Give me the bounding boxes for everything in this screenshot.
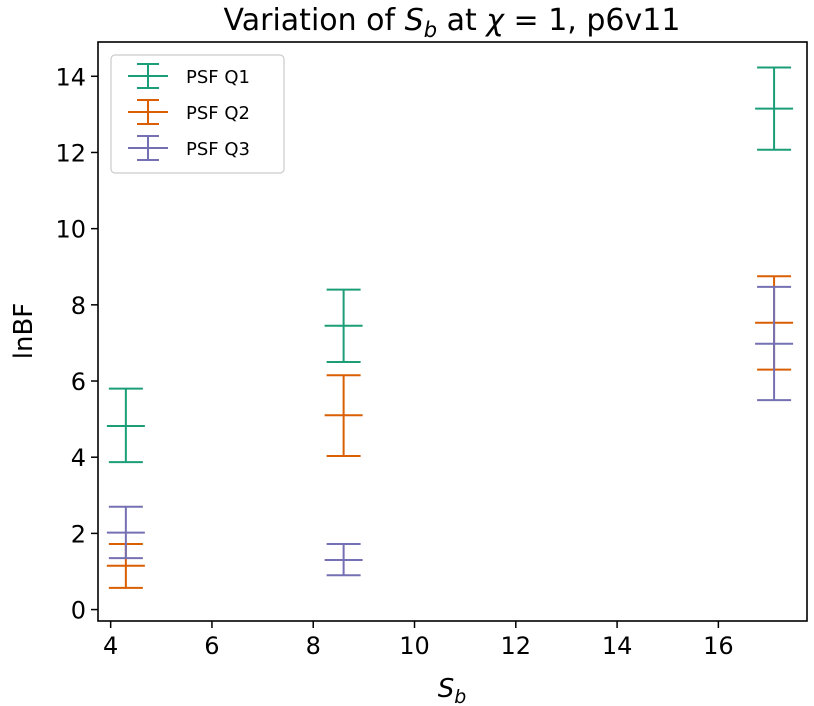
legend: PSF Q1 PSF Q2 PSF Q3 <box>110 54 285 174</box>
x-axis-label-sub: b <box>454 686 466 706</box>
x-axis-label: Sb <box>438 674 467 706</box>
y-tick-label: 0 <box>71 597 86 625</box>
legend-label: PSF Q3 <box>186 139 250 160</box>
errorbar-psf-q1 <box>324 288 363 363</box>
title-suffix: = 1, p6v11 <box>504 3 680 38</box>
y-tick-label: 10 <box>55 216 86 244</box>
errorbar-psf-q1 <box>755 66 794 151</box>
x-tick-label: 12 <box>501 632 532 660</box>
plot-area <box>97 41 808 622</box>
x-axis-label-main: S <box>438 674 455 704</box>
legend-item-psf-q1: PSF Q1 <box>128 63 250 89</box>
legend-label: PSF Q1 <box>186 67 250 88</box>
y-axis-label: lnBF <box>9 303 39 360</box>
title-chi: χ <box>484 3 505 38</box>
legend-item-psf-q3: PSF Q3 <box>128 135 250 161</box>
data-marks <box>106 66 794 589</box>
y-axis-ticks: 0 2 4 6 8 10 12 14 <box>55 63 98 625</box>
errorbar-psf-q3 <box>324 543 363 577</box>
x-tick-label: 10 <box>399 632 430 660</box>
legend-label: PSF Q2 <box>186 103 250 124</box>
errorbar-psf-q3 <box>106 505 145 560</box>
y-tick-label: 2 <box>71 520 86 548</box>
chart-title: Variation of Sb at χ = 1, p6v11 <box>224 3 681 42</box>
errorbar-psf-q2 <box>324 374 363 458</box>
legend-item-psf-q2: PSF Q2 <box>128 99 250 125</box>
x-tick-label: 8 <box>306 632 321 660</box>
x-tick-label: 16 <box>703 632 734 660</box>
y-tick-label: 14 <box>55 63 86 91</box>
legend-box <box>110 54 285 174</box>
x-tick-label: 14 <box>602 632 633 660</box>
title-symbol: S <box>405 3 424 38</box>
title-prefix: Variation of <box>224 3 405 38</box>
x-tick-label: 6 <box>204 632 219 660</box>
legend-items: PSF Q1 PSF Q2 PSF Q3 <box>128 63 250 161</box>
y-tick-label: 8 <box>71 292 86 320</box>
y-tick-label: 12 <box>55 139 86 167</box>
title-mid: at <box>437 3 486 38</box>
x-axis-ticks: 4 6 8 10 12 14 16 <box>103 621 734 660</box>
errorbar-psf-q3 <box>755 285 794 402</box>
errorbar-psf-q1 <box>106 387 145 464</box>
title-symbol-sub: b <box>424 18 437 42</box>
x-tick-label: 4 <box>103 632 118 660</box>
y-tick-label: 6 <box>71 368 86 396</box>
y-tick-label: 4 <box>71 444 86 472</box>
